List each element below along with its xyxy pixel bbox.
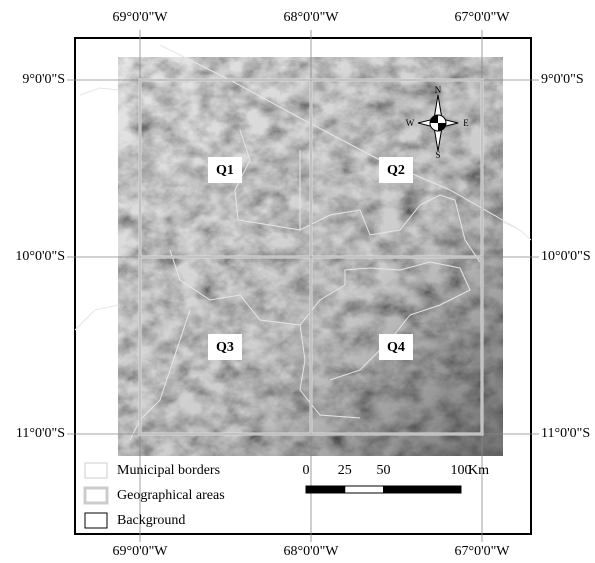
north-arrow: N S E W [406,85,470,160]
longitude-label: 68°0'0"W [283,10,339,25]
coordinate-labels: 69°0'0"W 68°0'0"W 67°0'0"W 69°0'0"W 68°0… [15,10,590,559]
latitude-label: 10°0'0"S [15,249,65,264]
legend: Municipal borders Geographical areas Bac… [83,462,225,529]
legend-label: Municipal borders [117,463,220,478]
legend-label: Background [117,513,185,528]
scale-segment [344,485,384,494]
latitude-label: 9°0'0"S [541,72,584,87]
compass-label: W [406,118,415,128]
scale-label: 0 [303,463,310,478]
scale-segment [383,485,462,494]
legend-swatch [84,512,108,529]
longitude-label: 67°0'0"W [454,544,510,559]
scale-unit: Km [468,463,489,478]
legend-swatch [83,486,109,505]
quadrant-label: Q3 [216,340,234,355]
latitude-label: 10°0'0"S [541,249,591,264]
quadrant-label: Q2 [387,163,405,178]
longitude-label: 69°0'0"W [112,544,168,559]
longitude-label: 68°0'0"W [283,544,339,559]
compass-label: E [463,118,469,128]
geographical-areas-core [139,79,483,435]
latitude-label: 9°0'0"S [22,72,65,87]
latitude-label: 11°0'0"S [541,426,590,441]
longitude-label: 69°0'0"W [112,10,168,25]
scale-segment [305,485,346,494]
quadrant-label: Q4 [387,340,405,355]
scale-label: 25 [338,463,352,478]
legend-swatch [84,462,108,479]
quadrant-label: Q1 [216,163,234,178]
scale-label: 50 [377,463,391,478]
scale-label: 100 [451,463,472,478]
compass-label: N [435,85,442,95]
compass-label: S [435,150,440,160]
legend-label: Geographical areas [117,488,225,503]
latitude-label: 11°0'0"S [16,426,65,441]
longitude-label: 67°0'0"W [454,10,510,25]
quadrant-labels: Q1 Q2 Q3 Q4 [208,157,413,360]
